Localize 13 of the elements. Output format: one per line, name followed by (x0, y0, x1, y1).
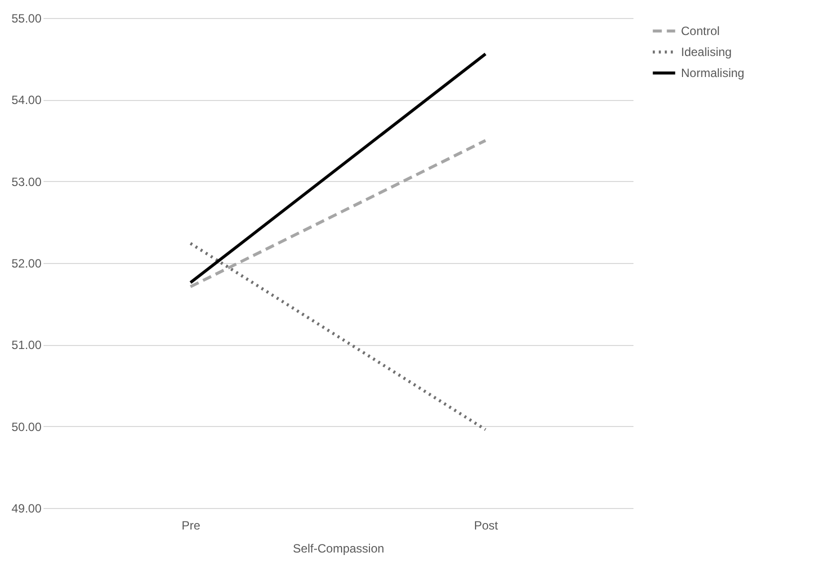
y-tick-label: 49.00 (11, 502, 42, 516)
y-tick-label: 54.00 (11, 93, 42, 108)
legend-label: Control (681, 24, 720, 38)
x-axis-title: Self-Compassion (292, 542, 384, 556)
x-tick-label: Pre (182, 518, 201, 532)
y-tick-label: 51.00 (11, 338, 42, 352)
y-tick-label: 52.00 (11, 256, 42, 270)
y-tick-label: 53.00 (11, 174, 42, 189)
legend-label: Normalising (681, 66, 744, 80)
y-tick-label: 50.00 (11, 420, 42, 434)
legend-label: Idealising (681, 45, 732, 59)
y-tick-label: 55.00 (11, 12, 42, 26)
x-tick-label: Post (474, 518, 499, 532)
